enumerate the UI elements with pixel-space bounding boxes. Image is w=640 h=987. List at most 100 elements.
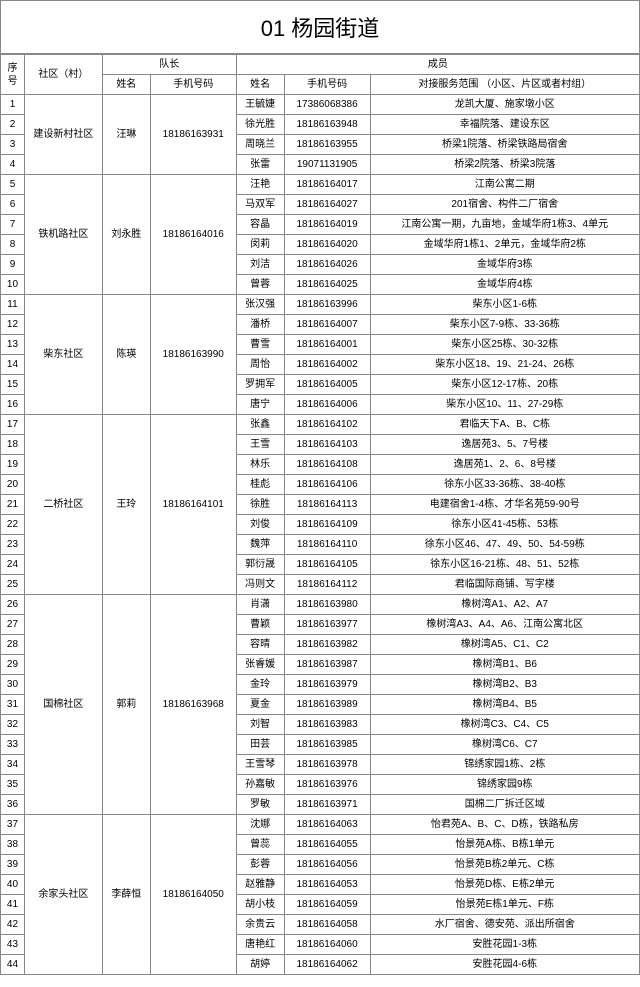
cell-idx: 23 [1,535,25,555]
cell-scope: 柴东小区7-9栋、33-36栋 [370,315,639,335]
cell-member-phone: 18186164106 [284,475,370,495]
cell-member-name: 刘智 [236,715,284,735]
table-row: 11柴东社区陈瑛18186163990张汉强18186163996柴东小区1-6… [1,295,640,315]
cell-scope: 幸福院落、建设东区 [370,115,639,135]
cell-scope: 金域华府3栋 [370,255,639,275]
cell-member-phone: 18186163989 [284,695,370,715]
roster-table: 序号 社区（村） 队长 成员 姓名 手机号码 姓名 手机号码 对接服务范围 （小… [0,54,640,975]
cell-idx: 15 [1,375,25,395]
cell-scope: 锦绣家园1栋、2栋 [370,755,639,775]
cell-member-name: 徐胜 [236,495,284,515]
cell-scope: 怡景苑B栋2单元、C栋 [370,855,639,875]
cell-member-name: 汪艳 [236,175,284,195]
cell-member-phone: 18186164027 [284,195,370,215]
cell-member-name: 曾蕊 [236,835,284,855]
cell-idx: 26 [1,595,25,615]
cell-member-name: 容晴 [236,635,284,655]
cell-member-phone: 18186164112 [284,575,370,595]
cell-member-phone: 18186164055 [284,835,370,855]
cell-scope: 橡树湾A3、A4、A6、江南公寓北区 [370,615,639,635]
cell-member-name: 曾蓉 [236,275,284,295]
cell-member-name: 唐艳红 [236,935,284,955]
cell-scope: 橡树湾A1、A2、A7 [370,595,639,615]
cell-member-phone: 18186164062 [284,955,370,975]
cell-leader-phone: 18186164050 [150,815,236,975]
cell-member-phone: 18186164005 [284,375,370,395]
cell-member-phone: 18186163971 [284,795,370,815]
cell-scope: 安胜花园1-3栋 [370,935,639,955]
cell-idx: 18 [1,435,25,455]
cell-member-phone: 18186163978 [284,755,370,775]
cell-idx: 4 [1,155,25,175]
cell-scope: 电建宿舍1-4栋、才华名苑59-90号 [370,495,639,515]
cell-leader-name: 刘永胜 [102,175,150,295]
cell-member-name: 田芸 [236,735,284,755]
cell-scope: 橡树湾C6、C7 [370,735,639,755]
cell-idx: 14 [1,355,25,375]
cell-member-phone: 18186163980 [284,595,370,615]
cell-idx: 34 [1,755,25,775]
cell-idx: 32 [1,715,25,735]
page-title: 01 杨园街道 [0,0,640,54]
cell-idx: 28 [1,635,25,655]
table-row: 37余家头社区李薛恒18186164050沈娜18186164063怡君苑A、B… [1,815,640,835]
cell-idx: 19 [1,455,25,475]
cell-scope: 安胜花园4-6栋 [370,955,639,975]
cell-scope: 橡树湾B2、B3 [370,675,639,695]
cell-idx: 5 [1,175,25,195]
cell-member-name: 周怡 [236,355,284,375]
cell-leader-name: 郭莉 [102,595,150,815]
cell-member-phone: 18186164053 [284,875,370,895]
cell-scope: 柴东小区1-6栋 [370,295,639,315]
cell-member-name: 肖潇 [236,595,284,615]
cell-member-phone: 18186164007 [284,315,370,335]
th-community: 社区（村） [24,55,102,95]
cell-member-phone: 18186163987 [284,655,370,675]
cell-member-phone: 18186163982 [284,635,370,655]
cell-member-phone: 18186164006 [284,395,370,415]
cell-member-phone: 19071131905 [284,155,370,175]
cell-member-name: 冯则文 [236,575,284,595]
cell-member-phone: 18186163976 [284,775,370,795]
cell-scope: 橡树湾B4、B5 [370,695,639,715]
cell-member-phone: 18186163948 [284,115,370,135]
cell-member-phone: 18186164105 [284,555,370,575]
cell-member-phone: 18186163977 [284,615,370,635]
cell-scope: 君临天下A、B、C栋 [370,415,639,435]
cell-idx: 31 [1,695,25,715]
cell-idx: 16 [1,395,25,415]
cell-member-phone: 18186164025 [284,275,370,295]
cell-community: 余家头社区 [24,815,102,975]
cell-idx: 11 [1,295,25,315]
cell-idx: 44 [1,955,25,975]
cell-scope: 橡树湾A5、C1、C2 [370,635,639,655]
cell-idx: 3 [1,135,25,155]
cell-member-phone: 17386068386 [284,95,370,115]
cell-leader-phone: 18186163931 [150,95,236,175]
cell-member-phone: 18186164103 [284,435,370,455]
cell-idx: 24 [1,555,25,575]
cell-member-phone: 18186163983 [284,715,370,735]
cell-scope: 柴东小区25栋、30-32栋 [370,335,639,355]
cell-member-phone: 18186164102 [284,415,370,435]
th-members: 成员 [236,55,639,75]
cell-member-name: 林乐 [236,455,284,475]
cell-scope: 金域华府1栋1、2单元，金域华府2栋 [370,235,639,255]
cell-member-name: 罗敏 [236,795,284,815]
cell-leader-name: 李薛恒 [102,815,150,975]
th-idx: 序号 [1,55,25,95]
cell-scope: 逸居苑3、5、7号楼 [370,435,639,455]
cell-member-phone: 18186164002 [284,355,370,375]
cell-member-phone: 18186164113 [284,495,370,515]
cell-idx: 35 [1,775,25,795]
cell-member-name: 曹雪 [236,335,284,355]
cell-idx: 9 [1,255,25,275]
table-row: 5铁机路社区刘永胜18186164016汪艳18186164017江南公寓二期 [1,175,640,195]
th-leader-phone: 手机号码 [150,75,236,95]
cell-member-name: 罗拥军 [236,375,284,395]
cell-scope: 金域华府4栋 [370,275,639,295]
cell-scope: 徐东小区16-21栋、48、51、52栋 [370,555,639,575]
cell-member-name: 余贵云 [236,915,284,935]
cell-member-phone: 18186164110 [284,535,370,555]
cell-member-name: 马双军 [236,195,284,215]
